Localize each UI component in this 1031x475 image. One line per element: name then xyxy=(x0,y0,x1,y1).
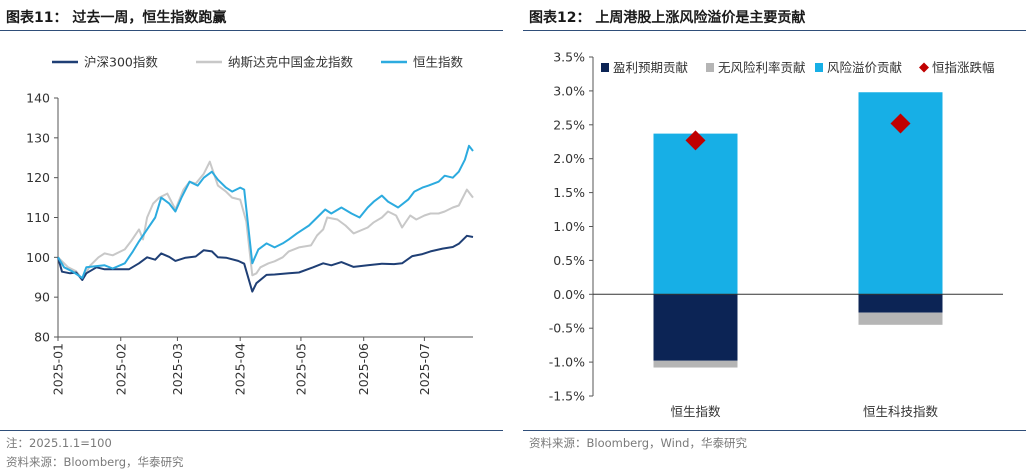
series-line xyxy=(57,144,474,279)
series-line xyxy=(57,234,474,293)
bar-chart: 盈利预期贡献 无风险利率贡献 风险溢价贡献 恒指涨跌幅 -1.5% -1.0% -0.5% 0… xyxy=(549,50,1003,419)
legend-label: 纳斯达克中国金龙指数 xyxy=(228,55,354,70)
legend-swatch xyxy=(815,63,823,72)
right-bottom-rule xyxy=(523,430,1026,431)
legend-item: 恒指涨跌幅 xyxy=(919,60,995,75)
y-tick-label: -1.5% xyxy=(549,389,585,404)
left-chart-panel: 图表11： 过去一周，恒生指数跑赢 沪深300指数 纳斯达克中国金龙指数 恒生指数 8… xyxy=(0,0,503,475)
right-chart-panel: 图表12： 上周港股上涨风险溢价是主要贡献 盈利预期贡献 无风险利率贡献 风险溢价贡… xyxy=(523,0,1031,475)
bar-segment xyxy=(653,294,738,361)
left-chart-source: 资料来源：Bloomberg，华泰研究 xyxy=(6,455,184,469)
x-tick-label: 2025-03 xyxy=(170,343,185,395)
legend-swatch xyxy=(601,63,609,72)
line-chart: 沪深300指数 纳斯达克中国金龙指数 恒生指数 80 90 100 110 120 130 140… xyxy=(26,55,474,395)
y-tick-label: 130 xyxy=(26,130,50,145)
legend-item: 无风险利率贡献 xyxy=(706,60,806,75)
legend-label: 恒指涨跌幅 xyxy=(932,60,995,75)
y-tick-label: 0.0% xyxy=(553,287,585,302)
legend-item: 风险溢价贡献 xyxy=(815,60,902,75)
y-tick-label: 3.5% xyxy=(553,50,585,65)
bar-segment xyxy=(653,360,738,368)
y-tick-label: -1.0% xyxy=(549,355,585,370)
x-tick-label: 2025-04 xyxy=(233,343,248,395)
y-tick-label: 2.0% xyxy=(553,151,585,166)
y-tick-label: 1.5% xyxy=(553,185,585,200)
y-tick-label: 100 xyxy=(26,250,50,265)
legend-item: 纳斯达克中国金龙指数 xyxy=(196,55,354,70)
bar-segment xyxy=(858,294,943,313)
left-chart-note: 注：2025.1.1=100 xyxy=(6,436,112,450)
y-tick-label: 80 xyxy=(34,330,50,345)
line-legend: 沪深300指数 纳斯达克中国金龙指数 恒生指数 xyxy=(52,55,464,70)
legend-label: 无风险利率贡献 xyxy=(718,60,806,75)
y-tick-label: 140 xyxy=(26,91,50,106)
left-bottom-rule xyxy=(0,430,503,431)
x-tick-label: 2025-06 xyxy=(356,343,371,395)
left-title-rule xyxy=(0,30,503,31)
right-title-rule xyxy=(523,30,1026,31)
bar-segment xyxy=(653,133,738,295)
legend-item: 恒生指数 xyxy=(381,55,464,70)
right-chart-source: 资料来源：Bloomberg，Wind，华泰研究 xyxy=(529,436,747,450)
x-tick-label: 2025-05 xyxy=(293,343,308,395)
legend-swatch xyxy=(706,63,714,72)
y-tick-label: 1.0% xyxy=(553,219,585,234)
y-tick-label: 90 xyxy=(34,290,50,305)
right-chart-title: 图表12： 上周港股上涨风险溢价是主要贡献 xyxy=(529,10,806,26)
x-tick-label: 2025-02 xyxy=(113,343,128,395)
change-marker xyxy=(685,130,706,151)
legend-label: 沪深300指数 xyxy=(84,55,158,70)
bar-legend: 盈利预期贡献 无风险利率贡献 风险溢价贡献 恒指涨跌幅 xyxy=(601,60,995,75)
y-tick-label: 110 xyxy=(26,210,50,225)
y-tick-label: -0.5% xyxy=(549,321,585,336)
legend-label: 盈利预期贡献 xyxy=(613,60,688,75)
series-line xyxy=(57,160,474,281)
y-tick-label: 2.5% xyxy=(553,117,585,132)
legend-item: 沪深300指数 xyxy=(52,55,158,70)
y-tick-label: 0.5% xyxy=(553,253,585,268)
bar-segment xyxy=(858,312,943,325)
change-marker xyxy=(890,113,911,134)
legend-label: 恒生指数 xyxy=(413,55,464,70)
y-tick-label: 120 xyxy=(26,170,50,185)
x-tick-label: 2025-01 xyxy=(51,343,66,395)
legend-item: 盈利预期贡献 xyxy=(601,60,688,75)
category-label: 恒生科技指数 xyxy=(863,404,939,419)
legend-label: 风险溢价贡献 xyxy=(827,60,902,75)
left-chart-title: 图表11： 过去一周，恒生指数跑赢 xyxy=(6,10,227,26)
legend-swatch xyxy=(919,62,929,73)
x-tick-label: 2025-07 xyxy=(417,343,432,395)
category-label: 恒生指数 xyxy=(670,404,721,419)
y-tick-label: 3.0% xyxy=(553,83,585,98)
